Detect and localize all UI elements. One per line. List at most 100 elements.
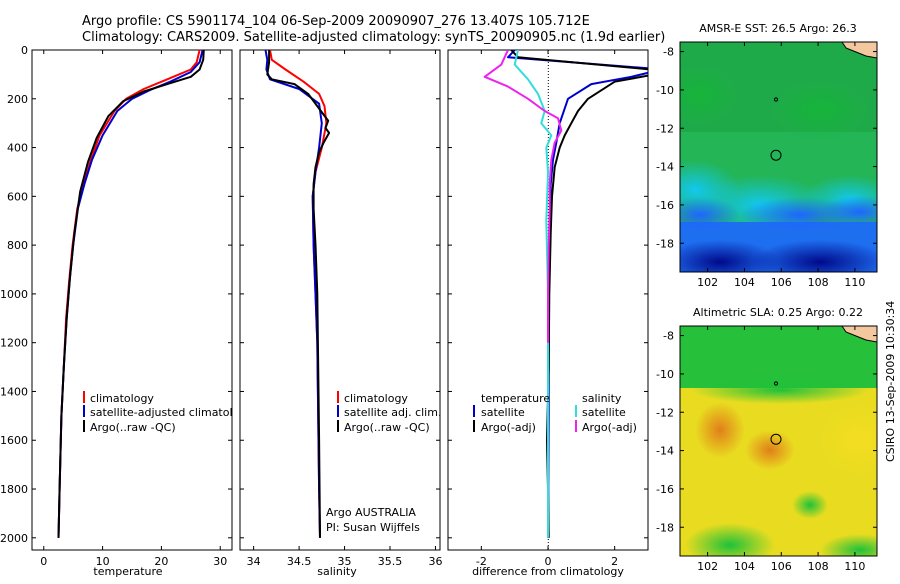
difference-panel: -2 0 2 temperature satellite Argo(-adj) sa… [447,49,649,578]
legend-label-temp-argo: Argo(-adj) [481,421,536,434]
sla-map-axes: 102 104 106 108 110 -8 -10 -12 -14 -16 -18 [656,326,877,573]
temperature-x-axis: 0 10 20 30 [40,50,227,568]
y-tick-label: 2000 [0,532,28,545]
sla-map-field [680,326,877,556]
legend-label-satellite-adj: satellite adj. clim. [344,406,441,419]
x-tick-label: 34.5 [287,555,312,568]
depth-axis: 0 200 400 600 800 1000 1200 1400 1600 1800 2000 [0,44,232,545]
x-tick-label: 20 [154,555,168,568]
difference-legend: temperature satellite Argo(-adj) salinit… [473,392,637,434]
difference-series [483,50,648,538]
float-position-marker [770,149,782,161]
y-tick-label: 1400 [0,385,28,398]
map-y-tick-label: -14 [656,445,674,458]
y-tick-label: 1800 [0,483,28,496]
sst-map-title: AMSR-E SST: 26.5 Argo: 26.3 [699,22,857,35]
series-line-salinity-argo-adj- [483,50,563,343]
x-tick-label: 2 [611,555,618,568]
legend-label-climatology: climatology [90,392,154,405]
map-x-tick-label: 110 [844,560,865,573]
sst-map-field [680,42,877,272]
legend-label-sal-argo: Argo(-adj) [582,421,637,434]
x-tick-label: 10 [96,555,110,568]
legend-heading-temperature: temperature [481,392,550,405]
sst-map-panel: AMSR-E SST: 26.5 Argo: 26.3 102 104 106 108… [656,22,878,289]
land-coast [841,42,877,59]
difference-x-axis: -2 0 2 [476,50,618,568]
legend-label-climatology: climatology [344,392,408,405]
x-tick-label: 0 [545,555,552,568]
sla-map-title: Altimetric SLA: 0.25 Argo: 0.22 [693,306,863,319]
salinity-axes-frame [239,49,441,551]
y-tick-label: 1000 [0,288,28,301]
map-y-tick-label: -16 [656,483,674,496]
y-tick-label: 1200 [0,337,28,350]
header-line-1: Argo profile: CS 5901174_104 06-Sep-2009… [82,14,590,29]
salinity-depth-ticks [240,49,440,539]
y-tick-label: 600 [7,190,28,203]
map-x-tick-label: 104 [734,276,755,289]
salinity-panel: 34 34.5 35 35.5 36 climatology satellite adj… [239,49,442,578]
legend-label-satellite-adjusted: satellite-adjusted climatology [90,406,253,419]
x-tick-label: 0 [40,555,47,568]
temperature-xlabel: temperature [93,565,162,578]
map-x-tick-label: 110 [844,276,865,289]
y-tick-label: 0 [21,44,28,57]
difference-xlabel: difference from climatology [472,565,624,578]
y-tick-label: 400 [7,142,28,155]
map-y-tick-label: -16 [656,199,674,212]
x-tick-label: 35.5 [378,555,403,568]
y-tick-label: 800 [7,239,28,252]
map-y-tick-label: -12 [656,406,674,419]
temperature-series [57,50,205,538]
sst-map-frame [679,41,878,273]
map-y-tick-label: -8 [663,330,674,343]
difference-depth-ticks [448,49,648,539]
temperature-panel: 0 200 400 600 800 1000 1200 1400 1600 1800 2000 0 1… [0,44,253,578]
pi-annotation: PI: Susan Wijffels [326,521,420,534]
map-x-tick-label: 104 [734,560,755,573]
temperature-axes-frame [31,49,233,551]
x-tick-label: 30 [213,555,227,568]
map-y-tick-label: -18 [656,237,674,250]
map-y-tick-label: -18 [656,521,674,534]
map-x-tick-label: 108 [808,560,829,573]
x-tick-label: -2 [476,555,487,568]
x-tick-label: 34 [247,555,261,568]
map-x-tick-label: 106 [771,276,792,289]
sla-map-frame [679,325,878,557]
series-line-argo-raw-qc- [266,50,331,538]
map-y-tick-label: -10 [656,368,674,381]
legend-label-temp-satellite: satellite [481,406,525,419]
program-annotation: Argo AUSTRALIA [326,506,416,519]
legend-heading-salinity: salinity [582,392,622,405]
legend-label-argo: Argo(..raw -QC) [90,421,176,434]
header-line-2: Climatology: CARS2009. Satellite-adjuste… [82,30,665,45]
map-x-tick-label: 106 [771,560,792,573]
float-position-marker [770,433,782,445]
salinity-legend: climatology satellite adj. clim. Argo(..… [337,391,441,434]
side-timestamp: CSIRO 13-Sep-2009 10:30:34 [884,301,897,462]
map-y-tick-label: -14 [656,161,674,174]
salinity-xlabel: salinity [317,565,357,578]
salinity-x-axis: 34 34.5 35 35.5 36 [247,50,442,568]
sla-map-panel: Altimetric SLA: 0.25 Argo: 0.22 102 104 10… [656,306,878,573]
map-x-tick-label: 102 [697,560,718,573]
land-coast [841,326,877,343]
legend-label-argo: Argo(..raw -QC) [344,421,430,434]
map-x-tick-label: 108 [808,276,829,289]
legend-label-sal-satellite: satellite [582,406,626,419]
y-tick-label: 1600 [0,434,28,447]
map-y-tick-label: -12 [656,122,674,135]
float-track-marker [773,381,779,386]
sst-map-axes: 102 104 106 108 110 -8 -10 -12 -14 -16 -18 [656,42,877,289]
map-y-tick-label: -10 [656,84,674,97]
salinity-series [264,50,331,538]
float-track-marker [773,97,779,102]
gap-mask-1 [233,380,239,440]
temperature-legend: climatology satellite-adjusted climatolo… [83,391,253,434]
series-line-argo-raw-qc- [57,50,205,538]
map-x-tick-label: 102 [697,276,718,289]
map-y-tick-label: -8 [663,46,674,59]
